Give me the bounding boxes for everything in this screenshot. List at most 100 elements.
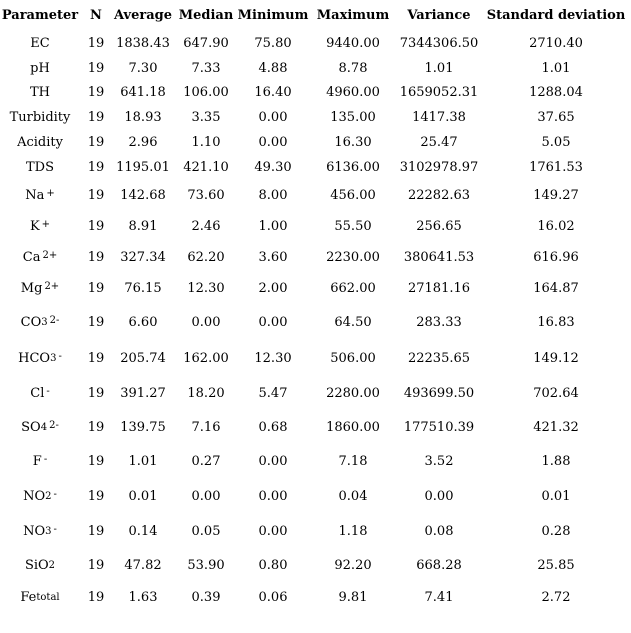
minimum-cell: 12.30	[254, 350, 292, 366]
table-row: SO 4 2- 19 139.75 7.16 0.68 1860.00 177510.39 421…	[0, 410, 631, 444]
parameter-cell: HCO 3-	[0, 340, 80, 376]
standard-deviation-cell: 5.05	[541, 135, 571, 150]
parameter-name: SiO	[24, 558, 49, 573]
average-cell: 1.01	[128, 454, 158, 469]
standard-deviation-cell: 149.27	[533, 187, 579, 203]
parameter-name: EC	[30, 36, 50, 51]
median-cell: 12.30	[187, 281, 225, 296]
maximum-cell: 7.18	[338, 454, 368, 469]
variance-cell: 27181.16	[407, 281, 471, 296]
average-cell: 7.30	[128, 60, 158, 76]
variance-cell: 0.00	[424, 489, 454, 504]
parameter-cell: Mg 2+	[0, 272, 80, 305]
n-cell: 19	[87, 110, 105, 125]
maximum-cell: 506.00	[330, 350, 376, 366]
average-cell: 8.91	[128, 218, 158, 234]
header-row: Parameter N Average Median Minimum Maximum Var…	[0, 0, 631, 31]
parameter-cell: SiO 2	[0, 549, 80, 582]
maximum-cell: 64.50	[334, 315, 372, 330]
maximum-cell: 8.78	[338, 60, 368, 76]
n-cell: 19	[87, 454, 105, 469]
variance-cell: 0.08	[424, 524, 454, 539]
minimum-cell: 5.47	[258, 385, 288, 401]
minimum-cell: 0.80	[258, 558, 288, 573]
average-cell: 142.68	[120, 187, 166, 203]
n-cell: 19	[87, 160, 105, 175]
minimum-cell: 0.06	[258, 589, 288, 605]
parameter-cell: NO 2-	[0, 479, 80, 514]
maximum-cell: 6136.00	[326, 160, 380, 175]
minimum-cell: 3.60	[258, 249, 288, 265]
standard-deviation-cell: 1.01	[541, 60, 571, 76]
average-cell: 0.14	[128, 524, 158, 539]
variance-cell: 25.47	[420, 135, 458, 150]
parameter-name: Na	[25, 187, 45, 203]
parameter-cell: TH	[0, 80, 80, 105]
average-cell: 6.60	[128, 315, 158, 330]
variance-cell: 177510.39	[403, 419, 475, 435]
parameter-cell: EC	[0, 31, 80, 56]
header-variance: Variance	[407, 8, 471, 23]
parameter-name: CO	[20, 315, 42, 330]
parameter-cell: NO 3-	[0, 514, 80, 549]
maximum-cell: 0.04	[338, 489, 368, 504]
parameter-cell: CO 3 2-	[0, 305, 80, 340]
parameter-subscript: 2	[45, 491, 52, 502]
minimum-cell: 2.00	[258, 281, 288, 296]
median-cell: 0.27	[191, 454, 221, 469]
standard-deviation-cell: 0.01	[541, 489, 571, 504]
parameter-subscript: 3	[45, 526, 52, 537]
n-cell: 19	[87, 218, 105, 234]
maximum-cell: 2280.00	[326, 385, 380, 401]
header-average: Average	[113, 8, 173, 23]
variance-cell: 7344306.50	[399, 36, 479, 51]
table-row: Ca 2+ 19 327.34 62.20 3.60 2230.00 380641.53 616…	[0, 242, 631, 272]
parameter-cell: SO 4 2-	[0, 410, 80, 444]
minimum-cell: 0.00	[258, 315, 288, 330]
standard-deviation-cell: 149.12	[533, 350, 579, 366]
average-cell: 1.63	[128, 589, 158, 605]
maximum-cell: 662.00	[330, 281, 376, 296]
parameter-cell: Cl -	[0, 376, 80, 410]
table-row: K +19 8.91 2.46 1.00 55.50 256.65 16.02	[0, 210, 631, 242]
variance-cell: 256.65	[416, 218, 462, 234]
standard-deviation-cell: 16.83	[537, 315, 575, 330]
parameter-name: F	[32, 454, 42, 469]
parameter-name: Ca	[22, 249, 41, 265]
parameter-cell: TDS	[0, 155, 80, 180]
table-row: TH 19 641.18 106.00 16.40 4960.00 1659052.31 12…	[0, 80, 631, 105]
variance-cell: 22235.65	[407, 350, 471, 366]
parameter-superscript: -	[46, 385, 50, 397]
table-row: Na +19 142.68 73.60 8.00 456.00 22282.63 149.27	[0, 180, 631, 210]
n-cell: 19	[87, 489, 105, 504]
n-cell: 19	[87, 589, 105, 605]
standard-deviation-cell: 2.72	[541, 589, 571, 605]
standard-deviation-cell: 16.02	[537, 218, 575, 234]
standard-deviation-cell: 702.64	[533, 385, 579, 401]
average-cell: 1195.01	[116, 160, 170, 175]
parameter-name: Acidity	[17, 135, 63, 150]
minimum-cell: 1.00	[258, 218, 288, 234]
maximum-cell: 92.20	[334, 558, 372, 573]
variance-cell: 283.33	[416, 315, 462, 330]
median-cell: 53.90	[187, 558, 225, 573]
median-cell: 62.20	[187, 249, 225, 265]
statistics-table: Parameter N Average Median Minimum Maximum Var…	[0, 0, 631, 605]
parameter-name: Fe	[20, 589, 37, 605]
table-row: EC 19 1838.43 647.90 75.80 9440.00 7344306.50 2…	[0, 31, 631, 56]
average-cell: 18.93	[124, 110, 162, 125]
n-cell: 19	[87, 249, 105, 265]
variance-cell: 493699.50	[403, 385, 475, 401]
average-cell: 641.18	[120, 85, 166, 100]
table-row: F - 19 1.01 0.27 0.00 7.18 3.52 1.88	[0, 444, 631, 479]
maximum-cell: 9.81	[338, 589, 368, 605]
parameter-name: SO	[21, 419, 41, 435]
parameter-superscript: +	[46, 187, 55, 199]
table-row: Mg 2+ 19 76.15 12.30 2.00 662.00 27181.16 164.87	[0, 272, 631, 305]
parameter-superscript: 2-	[49, 315, 60, 326]
header-minimum: Minimum	[237, 8, 309, 23]
parameter-name: NO	[23, 489, 46, 504]
average-cell: 0.01	[128, 489, 158, 504]
minimum-cell: 49.30	[254, 160, 292, 175]
minimum-cell: 75.80	[254, 36, 292, 51]
